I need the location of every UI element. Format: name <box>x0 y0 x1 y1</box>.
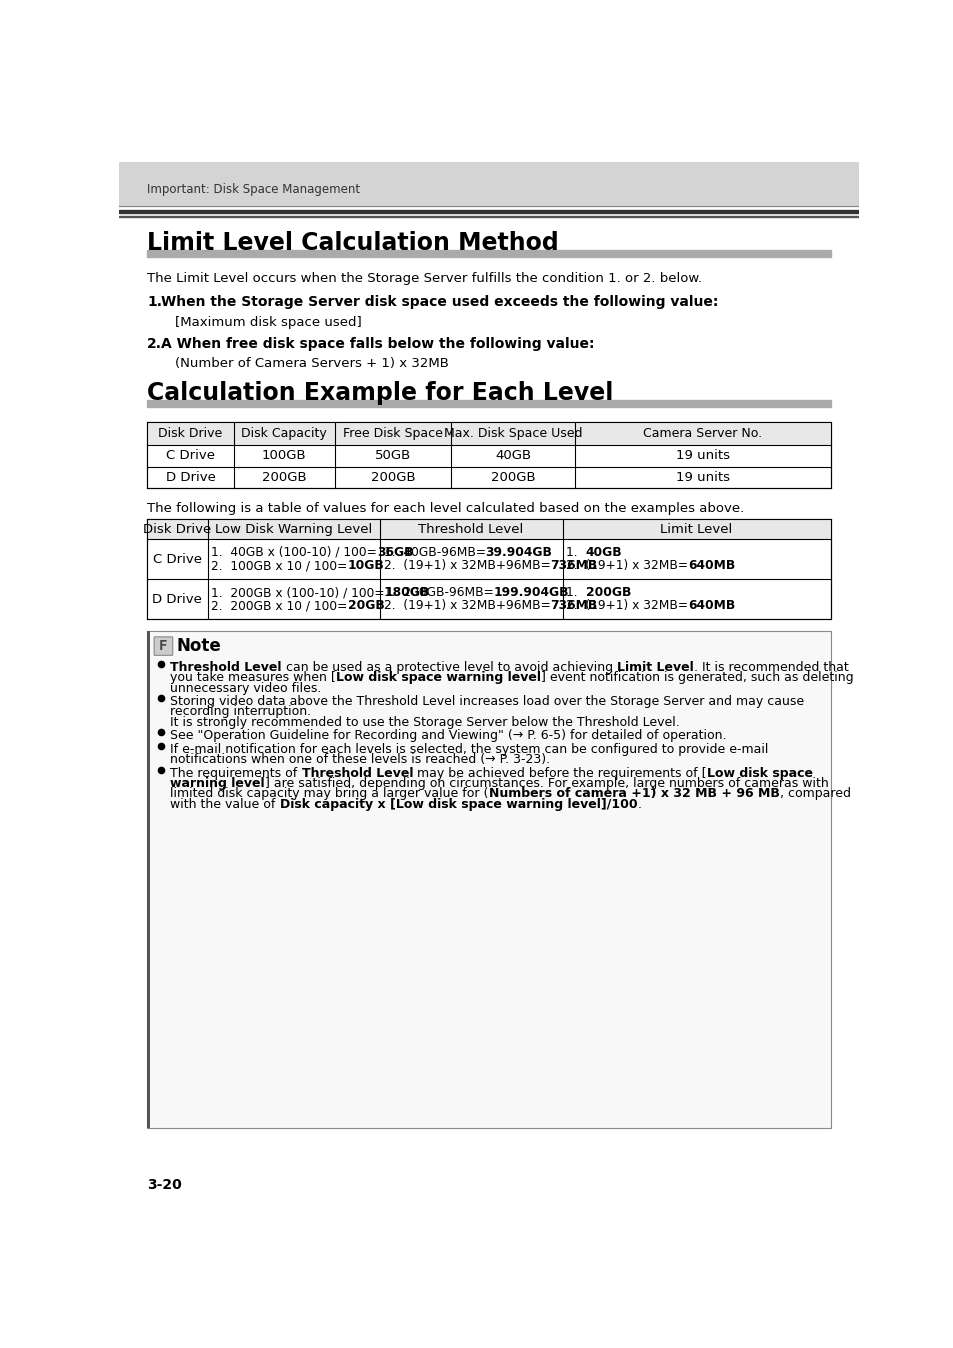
Text: 199.904GB: 199.904GB <box>493 586 568 599</box>
Text: 736MB: 736MB <box>550 599 597 612</box>
Text: . It is recommended that: . It is recommended that <box>693 661 847 674</box>
Text: you take measures when [: you take measures when [ <box>171 671 335 685</box>
Text: ] are satisfied, depending on circumstances. For example, large numbers of camer: ] are satisfied, depending on circumstan… <box>265 776 828 790</box>
Text: It is strongly recommended to use the Storage Server below the Threshold Level.: It is strongly recommended to use the St… <box>171 716 679 729</box>
Bar <box>147 422 830 445</box>
Text: See "Operation Guideline for Recording and Viewing" (→ P. 6-5) for detailed of o: See "Operation Guideline for Recording a… <box>171 729 726 743</box>
Text: ] event notification is generated, such as deleting: ] event notification is generated, such … <box>540 671 853 685</box>
Text: 1.: 1. <box>147 295 162 309</box>
Text: Limit Level: Limit Level <box>617 661 693 674</box>
Text: If e-mail notification for each levels is selected, the system can be configured: If e-mail notification for each levels i… <box>171 743 768 756</box>
Text: 39.904GB: 39.904GB <box>485 546 552 559</box>
Text: warning level: warning level <box>171 776 265 790</box>
Text: 1.  200GB-96MB=: 1. 200GB-96MB= <box>383 586 493 599</box>
Text: 2.: 2. <box>147 337 162 352</box>
Text: Disk Drive: Disk Drive <box>158 427 222 439</box>
Text: 20GB: 20GB <box>347 599 384 612</box>
Text: 1.  40GB x (100-10) / 100=: 1. 40GB x (100-10) / 100= <box>212 546 376 559</box>
Bar <box>147 631 830 1128</box>
Text: 2.  (19+1) x 32MB=: 2. (19+1) x 32MB= <box>566 599 688 612</box>
Text: Camera Server No.: Camera Server No. <box>642 427 761 439</box>
Text: 2.  (19+1) x 32MB+96MB=: 2. (19+1) x 32MB+96MB= <box>383 599 550 612</box>
Text: Free Disk Space: Free Disk Space <box>342 427 442 439</box>
Text: Disk Drive: Disk Drive <box>143 523 212 535</box>
Text: 50GB: 50GB <box>375 449 411 462</box>
Text: C Drive: C Drive <box>152 553 202 566</box>
Text: 200GB: 200GB <box>262 470 306 484</box>
Text: 1.  200GB x (100-10) / 100=: 1. 200GB x (100-10) / 100= <box>212 586 385 599</box>
Text: 1.: 1. <box>566 586 585 599</box>
Text: The following is a table of values for each level calculated based on the exampl: The following is a table of values for e… <box>147 501 743 515</box>
Bar <box>147 422 830 488</box>
Text: recording interruption.: recording interruption. <box>171 705 312 718</box>
Text: Low disk space warning level: Low disk space warning level <box>335 671 540 685</box>
Text: 640MB: 640MB <box>688 599 735 612</box>
Text: 1.  40GB-96MB=: 1. 40GB-96MB= <box>383 546 485 559</box>
Text: , compared: , compared <box>779 787 850 801</box>
Text: 2.  (19+1) x 32MB+96MB=: 2. (19+1) x 32MB+96MB= <box>383 559 550 572</box>
Text: may be achieved before the requirements of [: may be achieved before the requirements … <box>413 767 706 779</box>
Text: D Drive: D Drive <box>166 470 215 484</box>
Text: (Number of Camera Servers + 1) x 32MB: (Number of Camera Servers + 1) x 32MB <box>174 357 449 369</box>
Text: 2.  100GB x 10 / 100=: 2. 100GB x 10 / 100= <box>212 559 347 572</box>
Text: 180GB: 180GB <box>385 586 430 599</box>
Text: 40GB: 40GB <box>585 546 621 559</box>
Text: C Drive: C Drive <box>166 449 214 462</box>
Text: 100GB: 100GB <box>262 449 306 462</box>
Text: .: . <box>637 798 640 810</box>
Bar <box>147 400 830 407</box>
Text: When the Storage Server disk space used exceeds the following value:: When the Storage Server disk space used … <box>161 295 718 309</box>
Bar <box>119 210 858 213</box>
Text: The Limit Level occurs when the Storage Server fulfills the condition 1. or 2. b: The Limit Level occurs when the Storage … <box>147 272 701 284</box>
Text: 10GB: 10GB <box>347 559 384 572</box>
Text: Threshold Level: Threshold Level <box>418 523 523 535</box>
Text: 3-20: 3-20 <box>147 1178 182 1192</box>
Text: Low disk space: Low disk space <box>706 767 812 779</box>
Text: Storing video data above the Threshold Level increases load over the Storage Ser: Storing video data above the Threshold L… <box>171 696 803 708</box>
Text: 200GB: 200GB <box>490 470 535 484</box>
Text: 200GB: 200GB <box>585 586 631 599</box>
FancyBboxPatch shape <box>154 636 172 655</box>
Text: A When free disk space falls below the following value:: A When free disk space falls below the f… <box>161 337 594 352</box>
Bar <box>147 519 830 539</box>
Bar <box>147 519 830 619</box>
Text: The requirements of: The requirements of <box>171 767 301 779</box>
Text: Max. Disk Space Used: Max. Disk Space Used <box>443 427 581 439</box>
Text: Low Disk Warning Level: Low Disk Warning Level <box>214 523 372 535</box>
Text: 1.: 1. <box>566 546 585 559</box>
Text: 2.  200GB x 10 / 100=: 2. 200GB x 10 / 100= <box>212 599 347 612</box>
Text: Note: Note <box>176 638 221 655</box>
Text: 200GB: 200GB <box>370 470 415 484</box>
Text: Numbers of camera +1) x 32 MB + 96 MB: Numbers of camera +1) x 32 MB + 96 MB <box>488 787 779 801</box>
Text: 19 units: 19 units <box>675 449 729 462</box>
Text: Threshold Level: Threshold Level <box>171 661 281 674</box>
Bar <box>147 249 830 257</box>
Bar <box>147 631 150 1128</box>
Text: Important: Disk Space Management: Important: Disk Space Management <box>147 183 360 195</box>
Text: can be used as a protective level to avoid achieving: can be used as a protective level to avo… <box>281 661 617 674</box>
Text: 640MB: 640MB <box>688 559 735 572</box>
Text: F: F <box>159 639 168 652</box>
Text: Threshold Level: Threshold Level <box>301 767 413 779</box>
Text: [Maximum disk space used]: [Maximum disk space used] <box>174 315 361 329</box>
Text: Disk Capacity: Disk Capacity <box>241 427 327 439</box>
Text: notifications when one of these levels is reached (→ P. 3-23).: notifications when one of these levels i… <box>171 754 550 766</box>
Text: 2.  (19+1) x 32MB=: 2. (19+1) x 32MB= <box>566 559 688 572</box>
Text: D Drive: D Drive <box>152 593 202 605</box>
Text: unnecessary video files.: unnecessary video files. <box>171 682 321 694</box>
Bar <box>119 216 858 217</box>
Text: limited disk capacity may bring a larger value for (: limited disk capacity may bring a larger… <box>171 787 488 801</box>
Text: Disk capacity x [Low disk space warning level]/100: Disk capacity x [Low disk space warning … <box>279 798 637 810</box>
Text: 40GB: 40GB <box>495 449 531 462</box>
Text: Calculation Example for Each Level: Calculation Example for Each Level <box>147 381 613 406</box>
Text: with the value of: with the value of <box>171 798 279 810</box>
Bar <box>119 162 858 206</box>
Text: 19 units: 19 units <box>675 470 729 484</box>
Text: 36GB: 36GB <box>376 546 414 559</box>
Text: 736MB: 736MB <box>550 559 597 572</box>
Text: Limit Level: Limit Level <box>659 523 732 535</box>
Text: Limit Level Calculation Method: Limit Level Calculation Method <box>147 231 558 255</box>
